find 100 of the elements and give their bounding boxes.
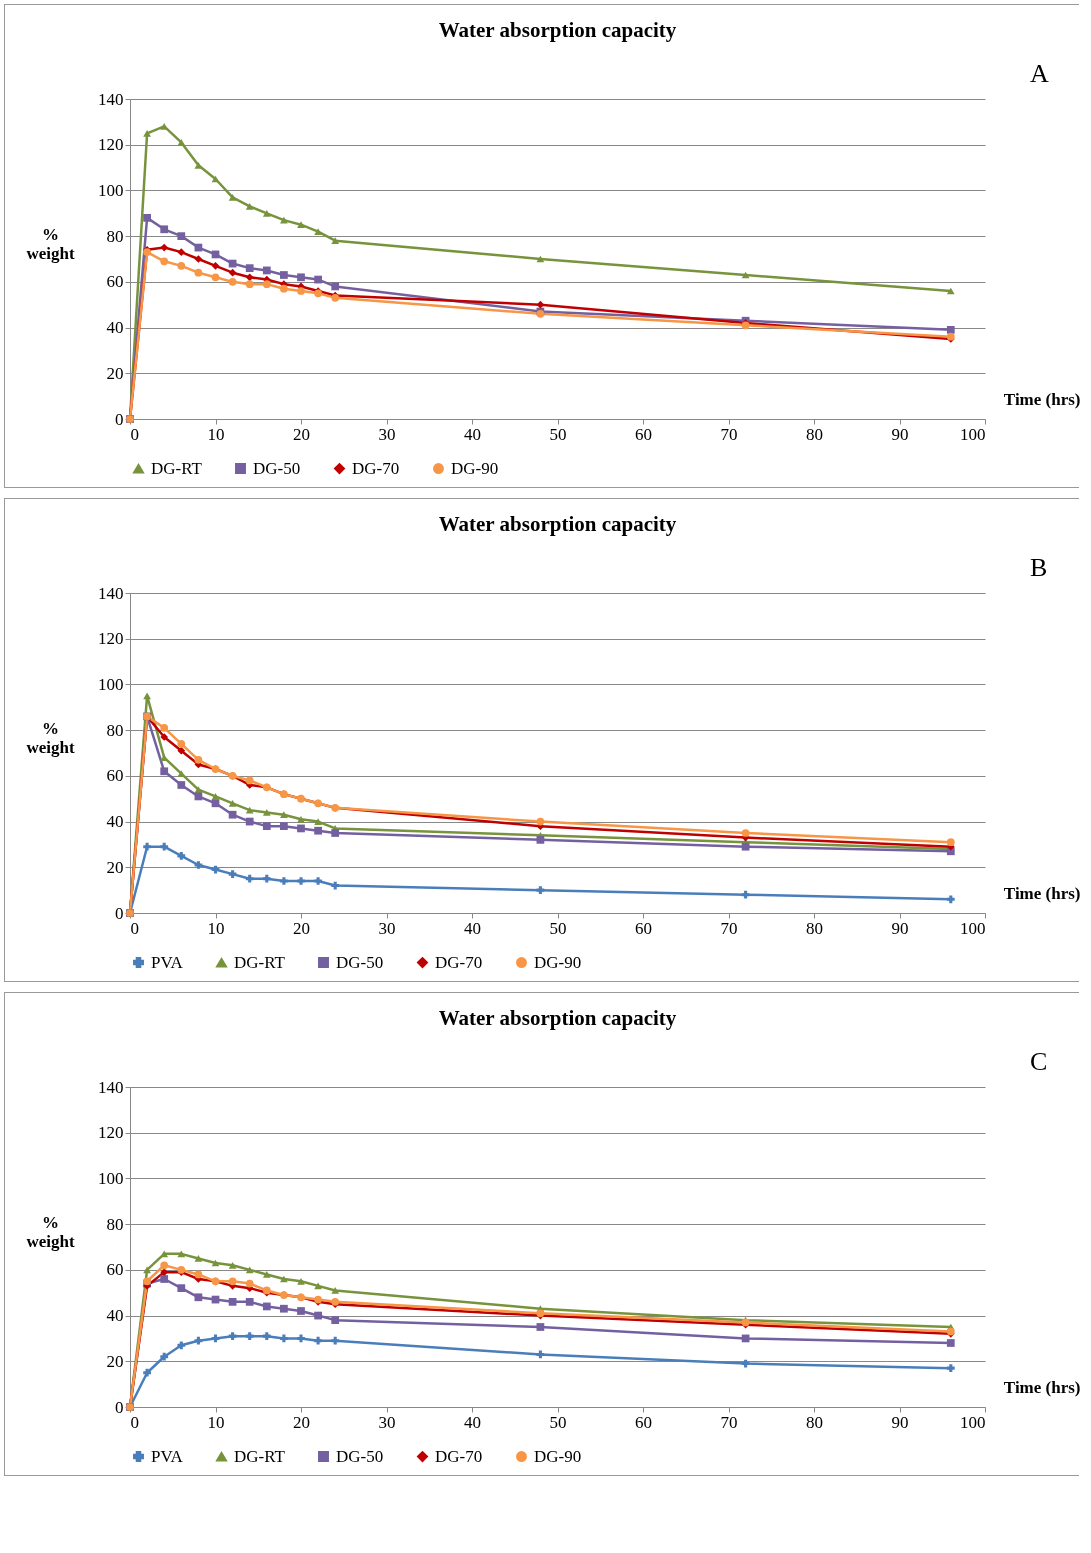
x-tick-label: 40	[464, 1412, 481, 1432]
point	[160, 1352, 169, 1361]
point	[245, 1279, 254, 1288]
y-tick-label: 140	[98, 583, 124, 603]
point	[741, 829, 750, 837]
x-tick-label: 70	[720, 918, 738, 938]
point	[245, 203, 254, 210]
point	[160, 1250, 169, 1258]
point	[297, 287, 305, 295]
y-tick-label: 60	[106, 272, 124, 292]
point	[297, 815, 305, 823]
point	[194, 1255, 203, 1262]
point	[177, 139, 186, 146]
point	[160, 1261, 169, 1270]
point	[262, 874, 271, 883]
legend-label: DG-70	[435, 952, 483, 972]
y-tick-label: 140	[98, 89, 124, 109]
x-tick-label: 30	[378, 1412, 396, 1432]
legend-label: PVA	[151, 1446, 184, 1466]
point	[280, 822, 288, 831]
x-tick-label: 50	[549, 424, 567, 444]
point	[331, 282, 340, 291]
point	[245, 776, 254, 785]
point	[297, 221, 305, 229]
y-tick-label: 60	[106, 766, 124, 786]
x-tick-label: 20	[293, 918, 310, 938]
y-axis-title: % weight	[26, 718, 75, 757]
x-tick-label: 50	[549, 1412, 567, 1432]
point	[160, 1268, 169, 1277]
legend-label: PVA	[151, 952, 184, 972]
point	[211, 1259, 220, 1267]
point	[160, 1275, 169, 1283]
point	[177, 1250, 186, 1258]
point	[331, 829, 340, 837]
y-tick-label: 20	[106, 363, 124, 383]
point	[245, 273, 254, 282]
legend-label: DG-90	[451, 458, 499, 478]
point	[262, 1302, 271, 1311]
point	[536, 300, 545, 309]
y-tick-label: 40	[106, 318, 124, 338]
point	[194, 1336, 203, 1345]
point	[262, 280, 271, 289]
legend-label: DG-50	[336, 1446, 384, 1466]
point	[228, 277, 237, 286]
y-tick-label: 120	[98, 135, 124, 155]
point	[160, 767, 169, 776]
point	[245, 280, 254, 289]
point	[194, 255, 203, 263]
point	[946, 838, 955, 847]
text: A	[1030, 59, 1049, 88]
point	[211, 175, 220, 183]
x-tick-label: 50	[549, 918, 567, 938]
point	[245, 874, 254, 883]
point	[280, 877, 288, 885]
point	[194, 1270, 203, 1279]
point	[177, 739, 186, 748]
point	[262, 266, 271, 275]
point	[177, 851, 186, 860]
x-tick-label: 20	[293, 424, 310, 444]
x-tick-label: 60	[635, 918, 652, 938]
y-tick-label: 60	[106, 1260, 124, 1280]
y-tick-label: 100	[98, 180, 124, 200]
point	[228, 1332, 237, 1341]
legend-label: DG-70	[435, 1446, 483, 1466]
point	[946, 1364, 955, 1373]
y-tick-label: 40	[106, 812, 124, 832]
x-tick-label: 80	[806, 1412, 823, 1432]
point	[314, 1311, 322, 1320]
point	[297, 1334, 305, 1343]
x-tick-label: 0	[130, 424, 139, 444]
y-tick-label: 80	[106, 226, 124, 246]
point	[536, 817, 545, 826]
point	[245, 817, 254, 826]
point	[177, 248, 186, 257]
point	[314, 826, 322, 835]
point	[228, 193, 237, 201]
y-tick-label: 20	[106, 857, 124, 877]
x-tick-label: 80	[806, 424, 823, 444]
point	[143, 1266, 151, 1274]
y-tick-label: 80	[106, 720, 124, 740]
point	[245, 264, 254, 273]
x-tick-label: 10	[207, 918, 225, 938]
x-tick-label: 0	[130, 1412, 139, 1432]
point	[262, 1332, 271, 1341]
point	[177, 1284, 186, 1293]
point	[297, 877, 305, 885]
point	[228, 799, 237, 807]
point	[228, 810, 237, 819]
point	[262, 822, 271, 831]
point	[228, 1297, 237, 1306]
point	[194, 755, 203, 764]
point	[143, 213, 151, 222]
point	[314, 1282, 322, 1290]
y-tick-label: 100	[98, 674, 124, 694]
legend-label: DG-RT	[234, 1446, 286, 1466]
point	[331, 1287, 340, 1294]
point	[160, 243, 169, 252]
y-tick-label: 80	[106, 1214, 124, 1234]
point	[228, 1277, 237, 1286]
point	[228, 870, 237, 879]
